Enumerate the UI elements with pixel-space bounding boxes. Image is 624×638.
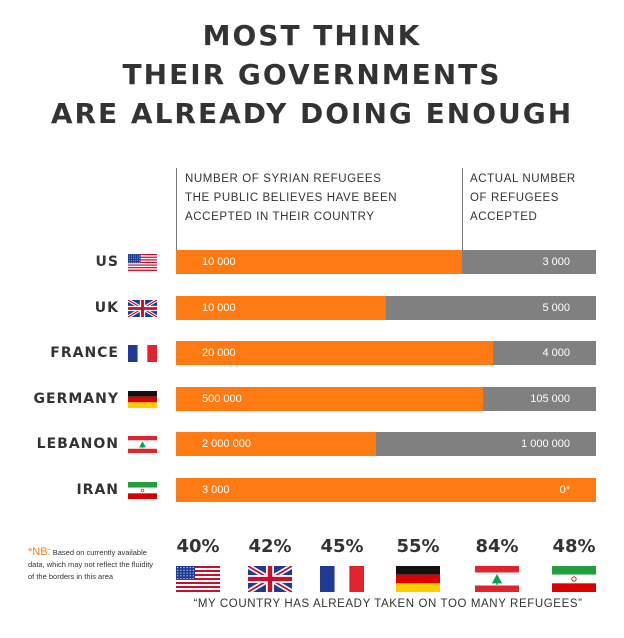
footnote: *NB: Based on currently available data, … <box>28 546 158 583</box>
actual-value-label: 4 000 <box>542 347 570 360</box>
percentage-item: 42% <box>245 536 295 595</box>
row-label-germany: GERMANY <box>33 390 119 407</box>
row-label-france: FRANCE <box>50 345 119 362</box>
believed-header-line-1: NUMBER OF SYRIAN REFUGEES <box>185 173 382 185</box>
believed-header-line-2: THE PUBLIC BELIEVES HAVE BEEN <box>185 192 398 204</box>
percentage-item: 55% <box>393 536 443 592</box>
believed-header-line-3: ACCEPTED IN THEIR COUNTRY <box>185 211 375 223</box>
actual-value-label: 105 000 <box>530 392 570 405</box>
believed-column-header: NUMBER OF SYRIAN REFUGEES THE PUBLIC BEL… <box>185 170 455 227</box>
percentage-item: 45% <box>317 536 367 592</box>
france-flag-icon <box>320 566 364 592</box>
believed-value-label: 500 000 <box>202 392 242 405</box>
believed-bar <box>176 295 386 320</box>
iran-flag-icon <box>128 482 157 499</box>
actual-value-label: 0* <box>559 484 570 496</box>
percentage-value: 42% <box>248 536 292 557</box>
actual-value-label: 1 000 000 <box>521 438 570 451</box>
percentage-value: 55% <box>396 536 440 557</box>
percentage-value: 40% <box>176 536 220 557</box>
actual-bar: 500 000 105 000 <box>176 386 596 411</box>
uk-flag-icon <box>127 298 158 319</box>
france-flag-icon <box>128 345 157 363</box>
germany-flag-icon <box>396 566 440 592</box>
actual-bar: 10 000 3 000 <box>176 250 596 274</box>
believed-value-label: 10 000 <box>202 301 236 314</box>
believed-value-label: 20 000 <box>202 347 236 360</box>
row-label-uk: UK <box>94 299 119 316</box>
actual-header-line-2: OF REFUGEES <box>470 192 560 204</box>
believed-header-divider <box>176 168 177 250</box>
lebanon-flag-icon <box>475 566 519 592</box>
percentage-value: 84% <box>475 536 519 557</box>
percentage-value: 45% <box>320 536 364 557</box>
row-label-us: US <box>95 254 119 270</box>
title-line-1: MOST THINK <box>202 19 422 52</box>
actual-header-line-1: ACTUAL NUMBER <box>470 173 576 185</box>
percentage-item: 40% <box>173 536 223 593</box>
actual-bar: 10 000 5 000 <box>176 295 596 320</box>
actual-header-line-3: ACCEPTED <box>470 211 538 223</box>
actual-bar: 20 000 4 000 <box>176 341 596 366</box>
germany-flag-icon <box>128 390 157 408</box>
row-label-lebanon: LEBANON <box>36 436 119 453</box>
row-label-iran: IRAN <box>76 482 119 498</box>
actual-value-label: 5 000 <box>542 301 570 314</box>
believed-bar <box>176 250 462 274</box>
actual-bar: 3 000 0* <box>176 478 596 502</box>
percentage-value: 48% <box>552 536 596 557</box>
iran-flag-icon <box>552 566 596 592</box>
believed-bar <box>176 386 483 411</box>
percentage-caption: “MY COUNTRY HAS ALREADY TAKEN ON TOO MAN… <box>193 598 583 610</box>
believed-value-label: 3 000 <box>202 484 230 496</box>
us-flag-icon <box>128 254 157 272</box>
believed-value-label: 2 000 000 <box>202 438 251 451</box>
actual-value-label: 3 000 <box>542 256 570 268</box>
percentage-item: 48% <box>549 536 599 592</box>
chart-title: MOST THINK THEIR GOVERNMENTS ARE ALREADY… <box>0 16 624 133</box>
footnote-marker: *NB: <box>28 546 51 558</box>
footnote-text: Based on currently available data, which… <box>28 548 154 581</box>
believed-bar <box>176 432 376 457</box>
uk-flag-icon <box>246 563 294 595</box>
actual-column-header: ACTUAL NUMBER OF REFUGEES ACCEPTED <box>470 170 600 227</box>
us-flag-icon <box>176 566 220 593</box>
believed-bar <box>176 341 494 366</box>
actual-bar: 2 000 000 1 000 000 <box>176 432 596 457</box>
believed-value-label: 10 000 <box>202 256 236 268</box>
title-line-3: ARE ALREADY DOING ENOUGH <box>50 97 574 130</box>
lebanon-flag-icon <box>128 436 157 454</box>
percentage-item: 84% <box>472 536 522 592</box>
actual-header-divider <box>462 168 463 250</box>
title-line-2: THEIR GOVERNMENTS <box>122 58 502 91</box>
believed-bar <box>176 478 596 502</box>
